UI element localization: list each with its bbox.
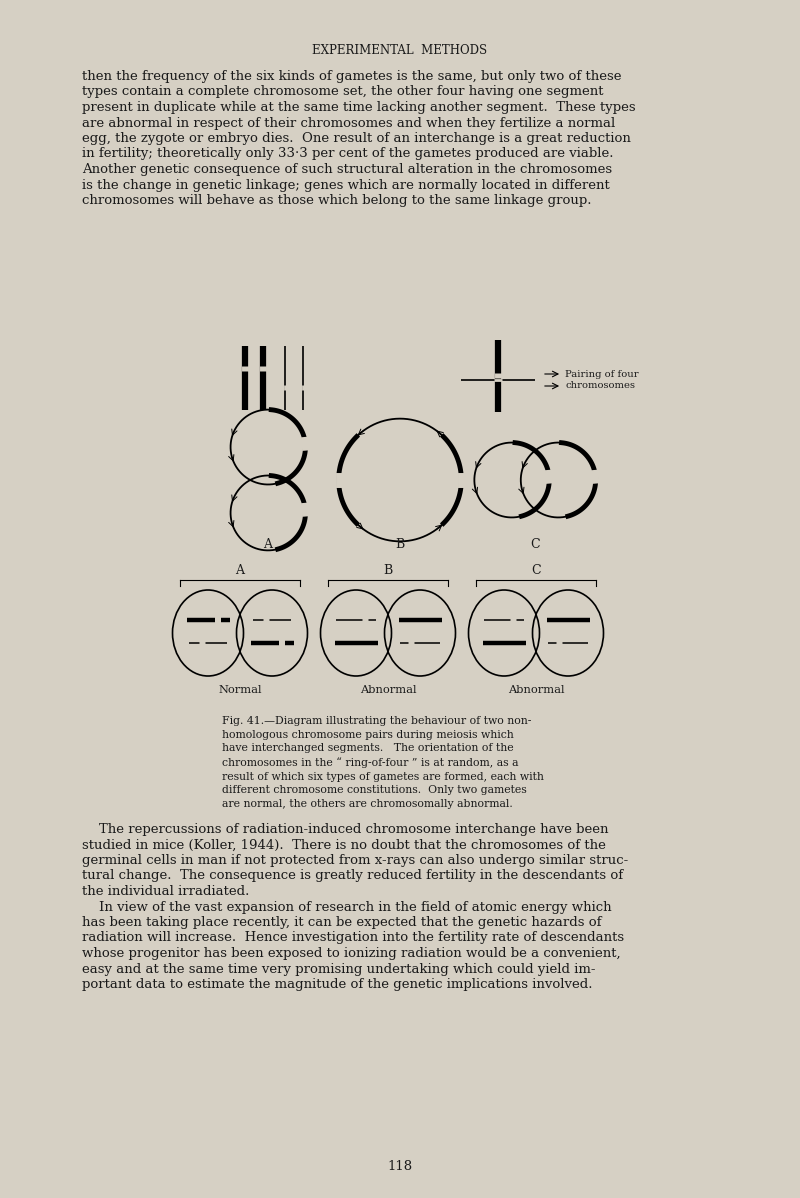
Text: Fig. 41.—Diagram illustrating the behaviour of two non-
homologous chromosome pa: Fig. 41.—Diagram illustrating the behavi… <box>222 716 544 809</box>
Text: Abnormal: Abnormal <box>360 685 416 695</box>
Text: chromosomes will behave as those which belong to the same linkage group.: chromosomes will behave as those which b… <box>82 194 591 207</box>
Text: types contain a complete chromosome set, the other four having one segment: types contain a complete chromosome set,… <box>82 85 603 98</box>
Text: A: A <box>235 563 245 576</box>
Text: are abnormal in respect of their chromosomes and when they fertilize a normal: are abnormal in respect of their chromos… <box>82 116 615 129</box>
Text: egg, the zygote or embryo dies.  One result of an interchange is a great reducti: egg, the zygote or embryo dies. One resu… <box>82 132 631 145</box>
Text: radiation will increase.  Hence investigation into the fertility rate of descend: radiation will increase. Hence investiga… <box>82 932 624 944</box>
Text: Abnormal: Abnormal <box>508 685 564 695</box>
Text: B: B <box>383 563 393 576</box>
Text: A: A <box>263 538 273 551</box>
Text: B: B <box>395 538 405 551</box>
Text: is the change in genetic linkage; genes which are normally located in different: is the change in genetic linkage; genes … <box>82 179 610 192</box>
Text: 118: 118 <box>387 1160 413 1173</box>
Text: C: C <box>531 563 541 576</box>
Text: EXPERIMENTAL  METHODS: EXPERIMENTAL METHODS <box>313 44 487 58</box>
Text: C: C <box>530 538 540 551</box>
Text: then the frequency of the six kinds of gametes is the same, but only two of thes: then the frequency of the six kinds of g… <box>82 69 622 83</box>
Text: Normal: Normal <box>218 685 262 695</box>
Text: portant data to estimate the magnitude of the genetic implications involved.: portant data to estimate the magnitude o… <box>82 978 593 991</box>
Text: In view of the vast expansion of research in the field of atomic energy which: In view of the vast expansion of researc… <box>82 901 612 914</box>
Text: studied in mice (Koller, 1944).  There is no doubt that the chromosomes of the: studied in mice (Koller, 1944). There is… <box>82 839 606 852</box>
Text: The repercussions of radiation-induced chromosome interchange have been: The repercussions of radiation-induced c… <box>82 823 609 836</box>
Text: has been taking place recently, it can be expected that the genetic hazards of: has been taking place recently, it can b… <box>82 916 602 928</box>
Text: easy and at the same time very promising undertaking which could yield im-: easy and at the same time very promising… <box>82 962 595 975</box>
Text: Another genetic consequence of such structural alteration in the chromosomes: Another genetic consequence of such stru… <box>82 163 612 176</box>
Text: whose progenitor has been exposed to ionizing radiation would be a convenient,: whose progenitor has been exposed to ion… <box>82 946 621 960</box>
Text: the individual irradiated.: the individual irradiated. <box>82 885 250 898</box>
Text: germinal cells in man if not protected from x-rays can also undergo similar stru: germinal cells in man if not protected f… <box>82 854 628 867</box>
Text: in fertility; theoretically only 33·3 per cent of the gametes produced are viabl: in fertility; theoretically only 33·3 pe… <box>82 147 614 161</box>
Text: tural change.  The consequence is greatly reduced fertility in the descendants o: tural change. The consequence is greatly… <box>82 870 623 883</box>
Text: Pairing of four
chromosomes: Pairing of four chromosomes <box>565 370 638 389</box>
Text: present in duplicate while at the same time lacking another segment.  These type: present in duplicate while at the same t… <box>82 101 636 114</box>
